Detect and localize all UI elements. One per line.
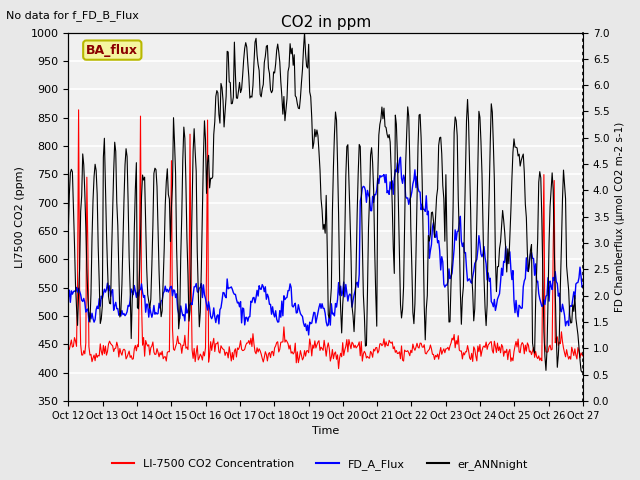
Y-axis label: FD Chamberflux (μmol CO2 m-2 s-1): FD Chamberflux (μmol CO2 m-2 s-1)	[615, 121, 625, 312]
X-axis label: Time: Time	[312, 426, 339, 436]
Title: CO2 in ppm: CO2 in ppm	[280, 15, 371, 30]
Y-axis label: LI7500 CO2 (ppm): LI7500 CO2 (ppm)	[15, 166, 25, 268]
Text: BA_flux: BA_flux	[86, 44, 138, 57]
Legend: LI-7500 CO2 Concentration, FD_A_Flux, er_ANNnight: LI-7500 CO2 Concentration, FD_A_Flux, er…	[108, 455, 532, 474]
Text: No data for f_FD_B_Flux: No data for f_FD_B_Flux	[6, 10, 140, 21]
